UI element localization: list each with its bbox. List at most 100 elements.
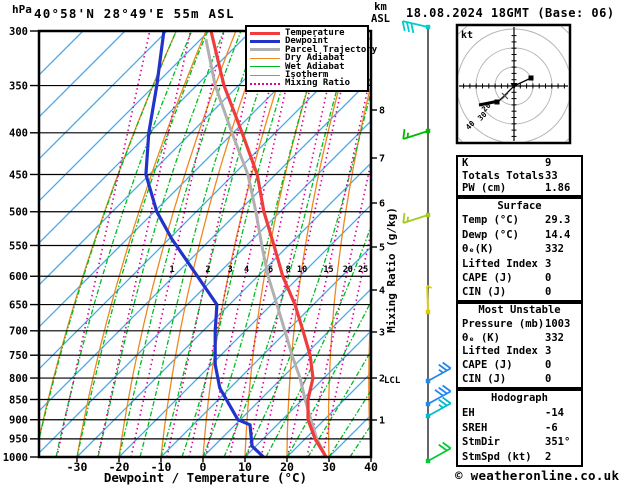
- hodograph-unit-label: kt: [461, 30, 473, 41]
- legend-item-wet-adiabat: Wet Adiabat: [250, 61, 367, 72]
- legend: Temperature Dewpoint Parcel Trajectory Dry …: [245, 25, 377, 92]
- temp-tick-label: 40: [364, 460, 378, 474]
- wind-barb: [425, 441, 452, 464]
- page-title: 40°58'N 28°49'E 55m ASL: [34, 6, 235, 21]
- legend-item-mixing-ratio: Mixing Ratio: [250, 79, 367, 88]
- stat-row: Lifted Index 3: [458, 257, 581, 271]
- pressure-tick-label: 500: [9, 207, 28, 219]
- mixing-ratio-line: [130, 32, 225, 456]
- dewpoint-curve: [144, 32, 265, 456]
- stat-row: CIN (J) 0: [458, 285, 581, 299]
- stat-value: 332: [545, 243, 564, 256]
- stats-box-indices: K 9 Totals Totals 33 PW (cm) 1.86: [456, 155, 583, 197]
- isotherm-line: [40, 121, 370, 453]
- stat-label: CIN (J): [462, 286, 507, 299]
- wind-barb: [401, 20, 431, 34]
- stat-label: K: [462, 157, 469, 169]
- stats-box-most-unstable: Most Unstable Pressure (mb) 1003 θₑ (K) 332 L…: [456, 302, 583, 389]
- wet-adiabat-line: [139, 32, 260, 456]
- stat-value: 9: [545, 157, 552, 169]
- mixing-ratio-value-label: 15: [323, 265, 333, 275]
- temperature-curve: [209, 32, 328, 456]
- isotherm-line: [40, 32, 125, 117]
- isotherm-line: [119, 205, 370, 456]
- stat-row: CAPE (J) 0: [458, 359, 581, 373]
- mixing-ratio-line: [260, 32, 355, 456]
- isotherm-line: [161, 247, 370, 456]
- mixing-axis-title: Mixing Ratio (g/kg): [385, 207, 398, 333]
- datetime-label: 18.08.2024 18GMT (Base: 06): [406, 6, 615, 20]
- legend-item-isotherm: Isotherm: [250, 70, 367, 80]
- pressure-tick-label: 700: [9, 326, 28, 338]
- stats-box-title: Most Unstable: [478, 304, 561, 316]
- pressure-axis-unit: hPa: [12, 3, 32, 16]
- km-tick-label: 3: [379, 328, 385, 339]
- pressure-tick-label: 1000: [3, 452, 28, 464]
- mixing-ratio-value-label: 2: [205, 265, 210, 275]
- legend-swatch: [250, 66, 280, 68]
- altitude-axis-km: km: [374, 1, 387, 13]
- wet-adiabat-line: [286, 302, 370, 456]
- legend-label: Wet Adiabat: [285, 61, 345, 72]
- temp-tick-label: 0: [200, 460, 207, 474]
- stats-box-title: Surface: [497, 200, 542, 212]
- wet-adiabat-line: [55, 32, 192, 456]
- legend-swatch: [250, 31, 280, 35]
- stat-value: 0: [545, 372, 552, 385]
- stat-value: 1.86: [545, 182, 571, 195]
- legend-swatch: [250, 82, 280, 85]
- stats-box-title: Hodograph: [491, 392, 548, 404]
- mixing-ratio-line: [56, 32, 151, 456]
- stat-label: SREH: [462, 421, 488, 434]
- pressure-tick-label: 900: [9, 415, 28, 427]
- pressure-tick-label: 800: [9, 373, 28, 385]
- copyright-label: © weatheronline.co.uk: [455, 468, 620, 483]
- stat-label: Pressure (mb): [462, 317, 545, 330]
- mixing-ratio-line: [204, 32, 300, 456]
- wind-barb: [425, 384, 452, 407]
- km-tick-label: 8: [379, 106, 385, 117]
- wind-barb: [425, 361, 452, 384]
- mixing-ratio-value-label: 3: [228, 265, 233, 275]
- stat-row: EH -14: [458, 406, 581, 421]
- stat-value: 29.3: [545, 214, 571, 227]
- pressure-tick-label: 350: [9, 80, 28, 92]
- pressure-tick-label: 750: [9, 350, 28, 362]
- isotherm-line: [245, 331, 370, 456]
- mixing-ratio-value-label: 20: [343, 265, 353, 275]
- pressure-tick-label: 850: [9, 394, 28, 406]
- temp-tick-label: 10: [238, 460, 252, 474]
- stat-label: EH: [462, 406, 475, 419]
- pressure-tick-label: 550: [9, 240, 28, 252]
- altitude-axis-unit: km ASL: [371, 1, 390, 25]
- legend-label: Parcel Trajectory: [285, 44, 378, 55]
- legend-swatch: [250, 40, 280, 44]
- stat-row: CAPE (J) 0: [458, 271, 581, 285]
- stat-label: StmDir: [462, 436, 500, 449]
- stat-label: Totals Totals: [462, 169, 545, 182]
- temp-tick-label: 30: [322, 460, 336, 474]
- km-tick-label: 5: [379, 243, 385, 254]
- isotherm-line: [40, 32, 335, 327]
- wet-adiabat-line: [118, 32, 242, 456]
- plot-border: [37, 29, 373, 459]
- wind-barb: [402, 212, 431, 224]
- km-tick-label: 1: [379, 416, 385, 427]
- mixing-ratio-line: [246, 32, 341, 456]
- pressure-tick-label: 950: [9, 434, 28, 446]
- stat-label: PW (cm): [462, 182, 507, 195]
- pressure-tick-label: 650: [9, 299, 28, 311]
- lcl-label: LCL: [384, 376, 401, 386]
- legend-item-temperature: Temperature: [250, 28, 367, 38]
- legend-swatch: [250, 74, 280, 76]
- hodograph-square-marker: [494, 99, 500, 105]
- stats-box-hodograph: Hodograph EH -14 SREH -6 StmDir 351° StmSpd (kt…: [456, 389, 583, 467]
- legend-item-parcel-trajectory: Parcel Trajectory: [250, 45, 377, 55]
- hodograph-square-marker: [528, 75, 534, 81]
- mixing-ratio-line: [228, 32, 323, 456]
- stat-value: 2: [545, 451, 552, 464]
- stat-value: 0: [545, 359, 552, 372]
- mixing-ratio-value-label: 6: [268, 265, 273, 275]
